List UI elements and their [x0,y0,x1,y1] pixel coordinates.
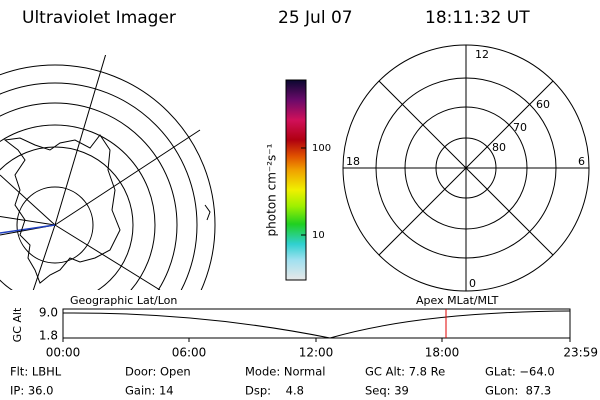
x-tick-label: 18:00 [425,346,460,360]
timeline-left-title: Geographic Lat/Lon [70,294,177,307]
status-field: GLat: −64.0 [485,365,555,379]
colorbar-ticks [301,147,306,236]
colorbar-label: photon cm⁻²s⁻¹ [265,143,279,236]
status-field: Seq: 39 [365,384,409,398]
colorbar-tick: 100 [312,143,331,154]
timeline-ytick: 1.8 [39,329,58,343]
x-tick-label: 00:00 [46,346,81,360]
polar-grid [342,44,590,292]
timeline-ylabel: GC Alt [11,307,24,342]
status-field: Gain: 14 [125,384,174,398]
lat-label: 80 [492,141,506,154]
time: 18:11:32 UT [425,8,530,28]
title: Ultraviolet Imager [22,8,176,28]
date: 25 Jul 07 [278,8,353,28]
status-field: Door: Open [125,365,191,379]
x-tick-label: 12:00 [299,346,334,360]
mlt-label: 18 [346,155,360,168]
status-field: GC Alt: 7.8 Re [365,365,445,379]
timeline-ytick: 9.0 [39,306,58,320]
timeline-right-title: Apex MLat/MLT [416,294,499,307]
colorbar-tick: 10 [312,230,325,241]
mlt-label: 0 [469,277,476,290]
status-field: Mode: Normal [245,365,325,379]
mlt-label: 12 [475,48,489,61]
map [0,55,216,290]
colorbar [285,79,307,281]
status-field: IP: 36.0 [10,384,53,398]
lat-label: 60 [536,98,550,111]
status-field: Dsp: 4.8 [245,384,304,398]
mlt-label: 6 [578,155,585,168]
x-tick-label: 06:00 [172,346,207,360]
status-field: Flt: LBHL [10,365,62,379]
x-tick-label: 23:59 [563,346,598,360]
status-field: GLon: 87.3 [485,384,551,398]
altitude-curve [62,310,571,339]
lat-label: 70 [513,121,527,134]
